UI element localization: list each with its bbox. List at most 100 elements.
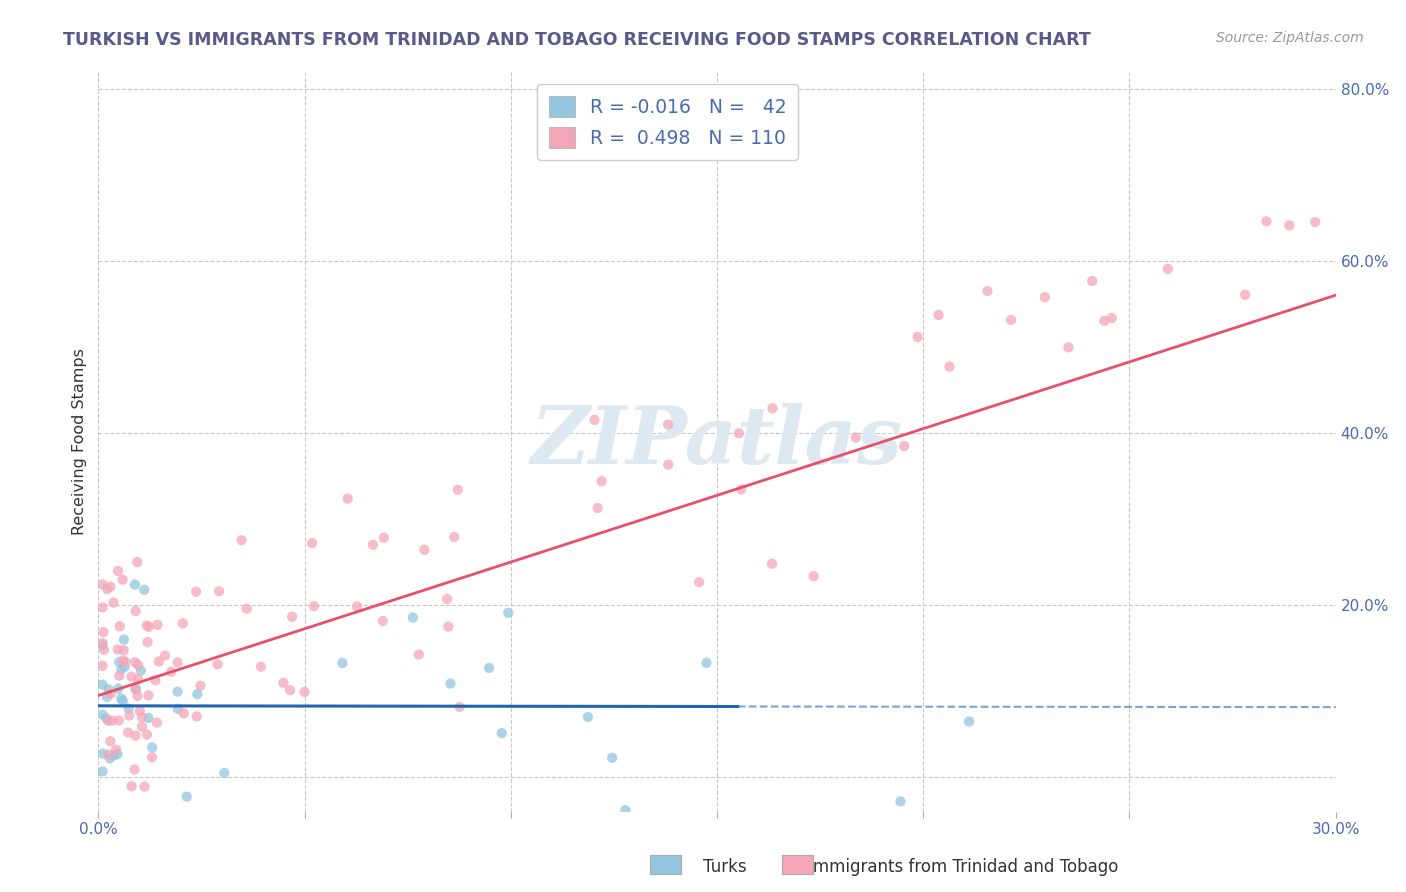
- Text: Source: ZipAtlas.com: Source: ZipAtlas.com: [1216, 31, 1364, 45]
- Point: [138, 711, 160, 725]
- Point: [907, 330, 929, 344]
- Point: [148, 655, 170, 669]
- Point: [893, 439, 915, 453]
- Point: [278, 683, 301, 698]
- Point: [231, 533, 253, 548]
- Point: [98, 734, 121, 748]
- Point: [91, 747, 114, 761]
- Point: [1101, 311, 1123, 326]
- Point: [145, 673, 167, 688]
- Point: [110, 662, 132, 676]
- Point: [114, 659, 136, 673]
- Point: [938, 359, 960, 374]
- Point: [93, 642, 115, 657]
- Point: [96, 712, 118, 726]
- Point: [361, 538, 384, 552]
- Point: [107, 564, 129, 578]
- Point: [107, 681, 129, 696]
- Point: [108, 714, 131, 728]
- Point: [91, 658, 114, 673]
- Point: [443, 530, 465, 544]
- Point: [176, 789, 198, 804]
- Point: [91, 636, 114, 650]
- Point: [100, 580, 122, 594]
- Point: [127, 689, 149, 703]
- Point: [124, 763, 146, 777]
- Point: [107, 747, 129, 761]
- Point: [111, 653, 134, 667]
- Point: [336, 491, 359, 506]
- Text: ZIPatlas: ZIPatlas: [531, 403, 903, 480]
- Point: [1278, 219, 1301, 233]
- Point: [153, 648, 176, 663]
- Point: [1157, 261, 1180, 276]
- Point: [586, 501, 609, 516]
- Point: [957, 714, 980, 729]
- Point: [138, 689, 160, 703]
- Point: [91, 707, 114, 722]
- Point: [131, 720, 153, 734]
- Point: [97, 682, 120, 697]
- Point: [478, 661, 501, 675]
- Point: [190, 679, 212, 693]
- Point: [1057, 340, 1080, 354]
- Point: [235, 601, 257, 615]
- Y-axis label: Receiving Food Stamps: Receiving Food Stamps: [72, 348, 87, 535]
- Point: [101, 714, 124, 728]
- Point: [108, 655, 131, 669]
- Point: [135, 728, 157, 742]
- Point: [214, 766, 236, 780]
- Point: [166, 656, 188, 670]
- Point: [184, 584, 207, 599]
- Point: [135, 618, 157, 632]
- Point: [107, 642, 129, 657]
- Point: [803, 569, 825, 583]
- Point: [103, 748, 125, 763]
- Point: [112, 632, 135, 647]
- Point: [125, 681, 148, 696]
- Text: TURKISH VS IMMIGRANTS FROM TRINIDAD AND TOBAGO RECEIVING FOOD STAMPS CORRELATION: TURKISH VS IMMIGRANTS FROM TRINIDAD AND …: [63, 31, 1091, 49]
- Point: [134, 582, 156, 597]
- Point: [845, 431, 868, 445]
- Point: [186, 687, 208, 701]
- Point: [91, 677, 114, 691]
- Point: [138, 620, 160, 634]
- Point: [614, 803, 637, 817]
- Point: [111, 573, 134, 587]
- Point: [91, 764, 114, 779]
- Point: [688, 575, 710, 590]
- Point: [141, 750, 163, 764]
- Point: [124, 729, 146, 743]
- Point: [121, 779, 143, 793]
- Point: [160, 665, 183, 679]
- Point: [108, 619, 131, 633]
- Point: [273, 675, 295, 690]
- Point: [118, 701, 141, 715]
- Point: [166, 702, 188, 716]
- Point: [436, 592, 458, 607]
- Point: [124, 604, 146, 618]
- Text: Immigrants from Trinidad and Tobago: Immigrants from Trinidad and Tobago: [808, 858, 1119, 876]
- Point: [91, 600, 114, 615]
- Point: [1234, 287, 1257, 301]
- Point: [97, 714, 120, 728]
- Point: [346, 599, 368, 614]
- Point: [583, 413, 606, 427]
- Point: [1000, 313, 1022, 327]
- Point: [208, 584, 231, 599]
- Point: [118, 708, 141, 723]
- Point: [761, 401, 783, 416]
- Point: [91, 577, 114, 591]
- Text: Turks: Turks: [703, 858, 747, 876]
- Point: [173, 706, 195, 721]
- Point: [371, 614, 394, 628]
- Point: [496, 606, 519, 620]
- Point: [207, 657, 229, 672]
- Point: [136, 635, 159, 649]
- Point: [166, 684, 188, 698]
- Point: [657, 417, 679, 432]
- Point: [373, 531, 395, 545]
- Point: [301, 536, 323, 550]
- Point: [889, 795, 911, 809]
- Point: [124, 681, 146, 696]
